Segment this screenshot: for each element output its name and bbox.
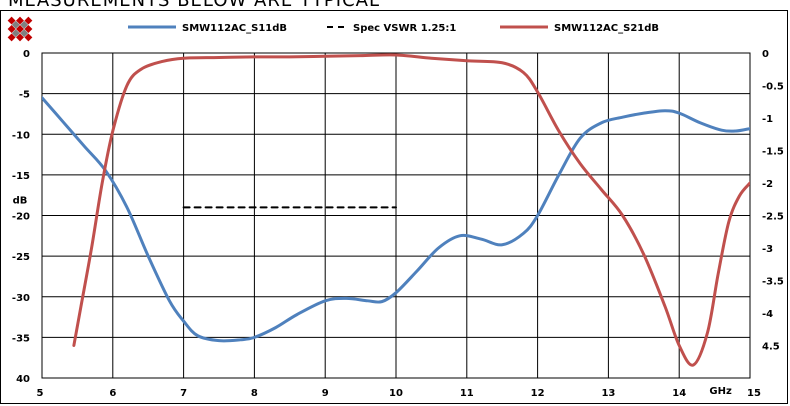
legend-label: SMW112AC_S11dB [182, 23, 287, 34]
y-left-tick-label: -20 [12, 212, 30, 223]
logo-cell [16, 33, 24, 42]
x-tick-label: 9 [322, 388, 329, 399]
y-right-tick-label: -2.5 [762, 212, 784, 223]
y-left-tick-label: -25 [12, 252, 30, 263]
y-right-tick-label: 4.5 [762, 342, 780, 353]
y-left-tick-label: -5 [19, 90, 30, 101]
y-right-tick-label: -1.5 [762, 147, 784, 158]
grid [41, 52, 751, 379]
x-tick-label: 6 [109, 388, 116, 399]
logo-cell [7, 25, 16, 33]
legend-label: Spec VSWR 1.25:1 [353, 23, 456, 34]
legend: SMW112AC_S11dB Spec VSWR 1.25:1 SMW112AC_S… [128, 23, 659, 34]
y-left-tick-label: -30 [12, 293, 30, 304]
y-left-tick-label: 0 [23, 49, 30, 60]
banner-text: MEASUREMENTS BELOW ARE TYPICAL [8, 0, 380, 10]
x-tick-label: 12 [531, 388, 545, 399]
banner: MEASUREMENTS BELOW ARE TYPICAL [0, 0, 790, 10]
y-axis-right: 0 -0.5 -1 -1.5 -2 -2.5 -3 -3.5 -4 4.5 [762, 49, 784, 353]
x-tick-label: 10 [389, 388, 403, 399]
y-left-tick-label: 40 [16, 374, 30, 385]
y-right-tick-label: -4 [762, 309, 773, 320]
x-axis-ticks: 5 6 7 8 9 10 11 12 13 14 15 GHz [37, 386, 761, 399]
series-group [42, 53, 750, 367]
logo-cell [20, 20, 29, 29]
y-axis-left: 0 -5 -10 -15 -20 -25 -30 -35 40 dB [12, 49, 30, 385]
y-right-tick-label: -3 [762, 244, 773, 255]
logo-cell [24, 16, 33, 25]
y-left-axis-label: dB [13, 195, 28, 206]
y-right-tick-label: -0.5 [762, 82, 784, 93]
y-right-tick-label: -2 [762, 179, 773, 190]
logo-cell [20, 29, 29, 38]
legend-label: SMW112AC_S21dB [554, 23, 659, 34]
logo-cell [24, 25, 33, 33]
logo-cell [16, 16, 24, 25]
x-tick-label: 11 [460, 388, 474, 399]
logo-cell [11, 29, 20, 38]
x-tick-label: 14 [672, 388, 686, 399]
y-left-tick-label: -15 [12, 171, 30, 182]
series-line-smw112ac-s11db [42, 96, 750, 343]
y-right-tick-label: 0 [762, 49, 769, 60]
y-right-tick-label: -1 [762, 114, 773, 125]
x-tick-label: 15 [747, 388, 761, 399]
chart-frame [0, 10, 788, 404]
logo-cell [16, 25, 24, 33]
diamond-logo-icon [7, 16, 33, 42]
y-right-tick-label: -3.5 [762, 277, 784, 288]
x-tick-label: 8 [251, 388, 258, 399]
x-tick-label: 7 [180, 388, 187, 399]
x-axis-unit-label: GHz [709, 386, 732, 397]
logo-cell [7, 16, 16, 25]
y-left-tick-label: -35 [12, 333, 30, 344]
logo-cell [11, 20, 20, 29]
series-line-smw112ac-s21db [72, 53, 750, 367]
logo-cell [24, 33, 33, 42]
x-tick-label: 5 [37, 388, 44, 399]
x-tick-label: 13 [601, 388, 615, 399]
y-left-tick-label: -10 [12, 130, 30, 141]
